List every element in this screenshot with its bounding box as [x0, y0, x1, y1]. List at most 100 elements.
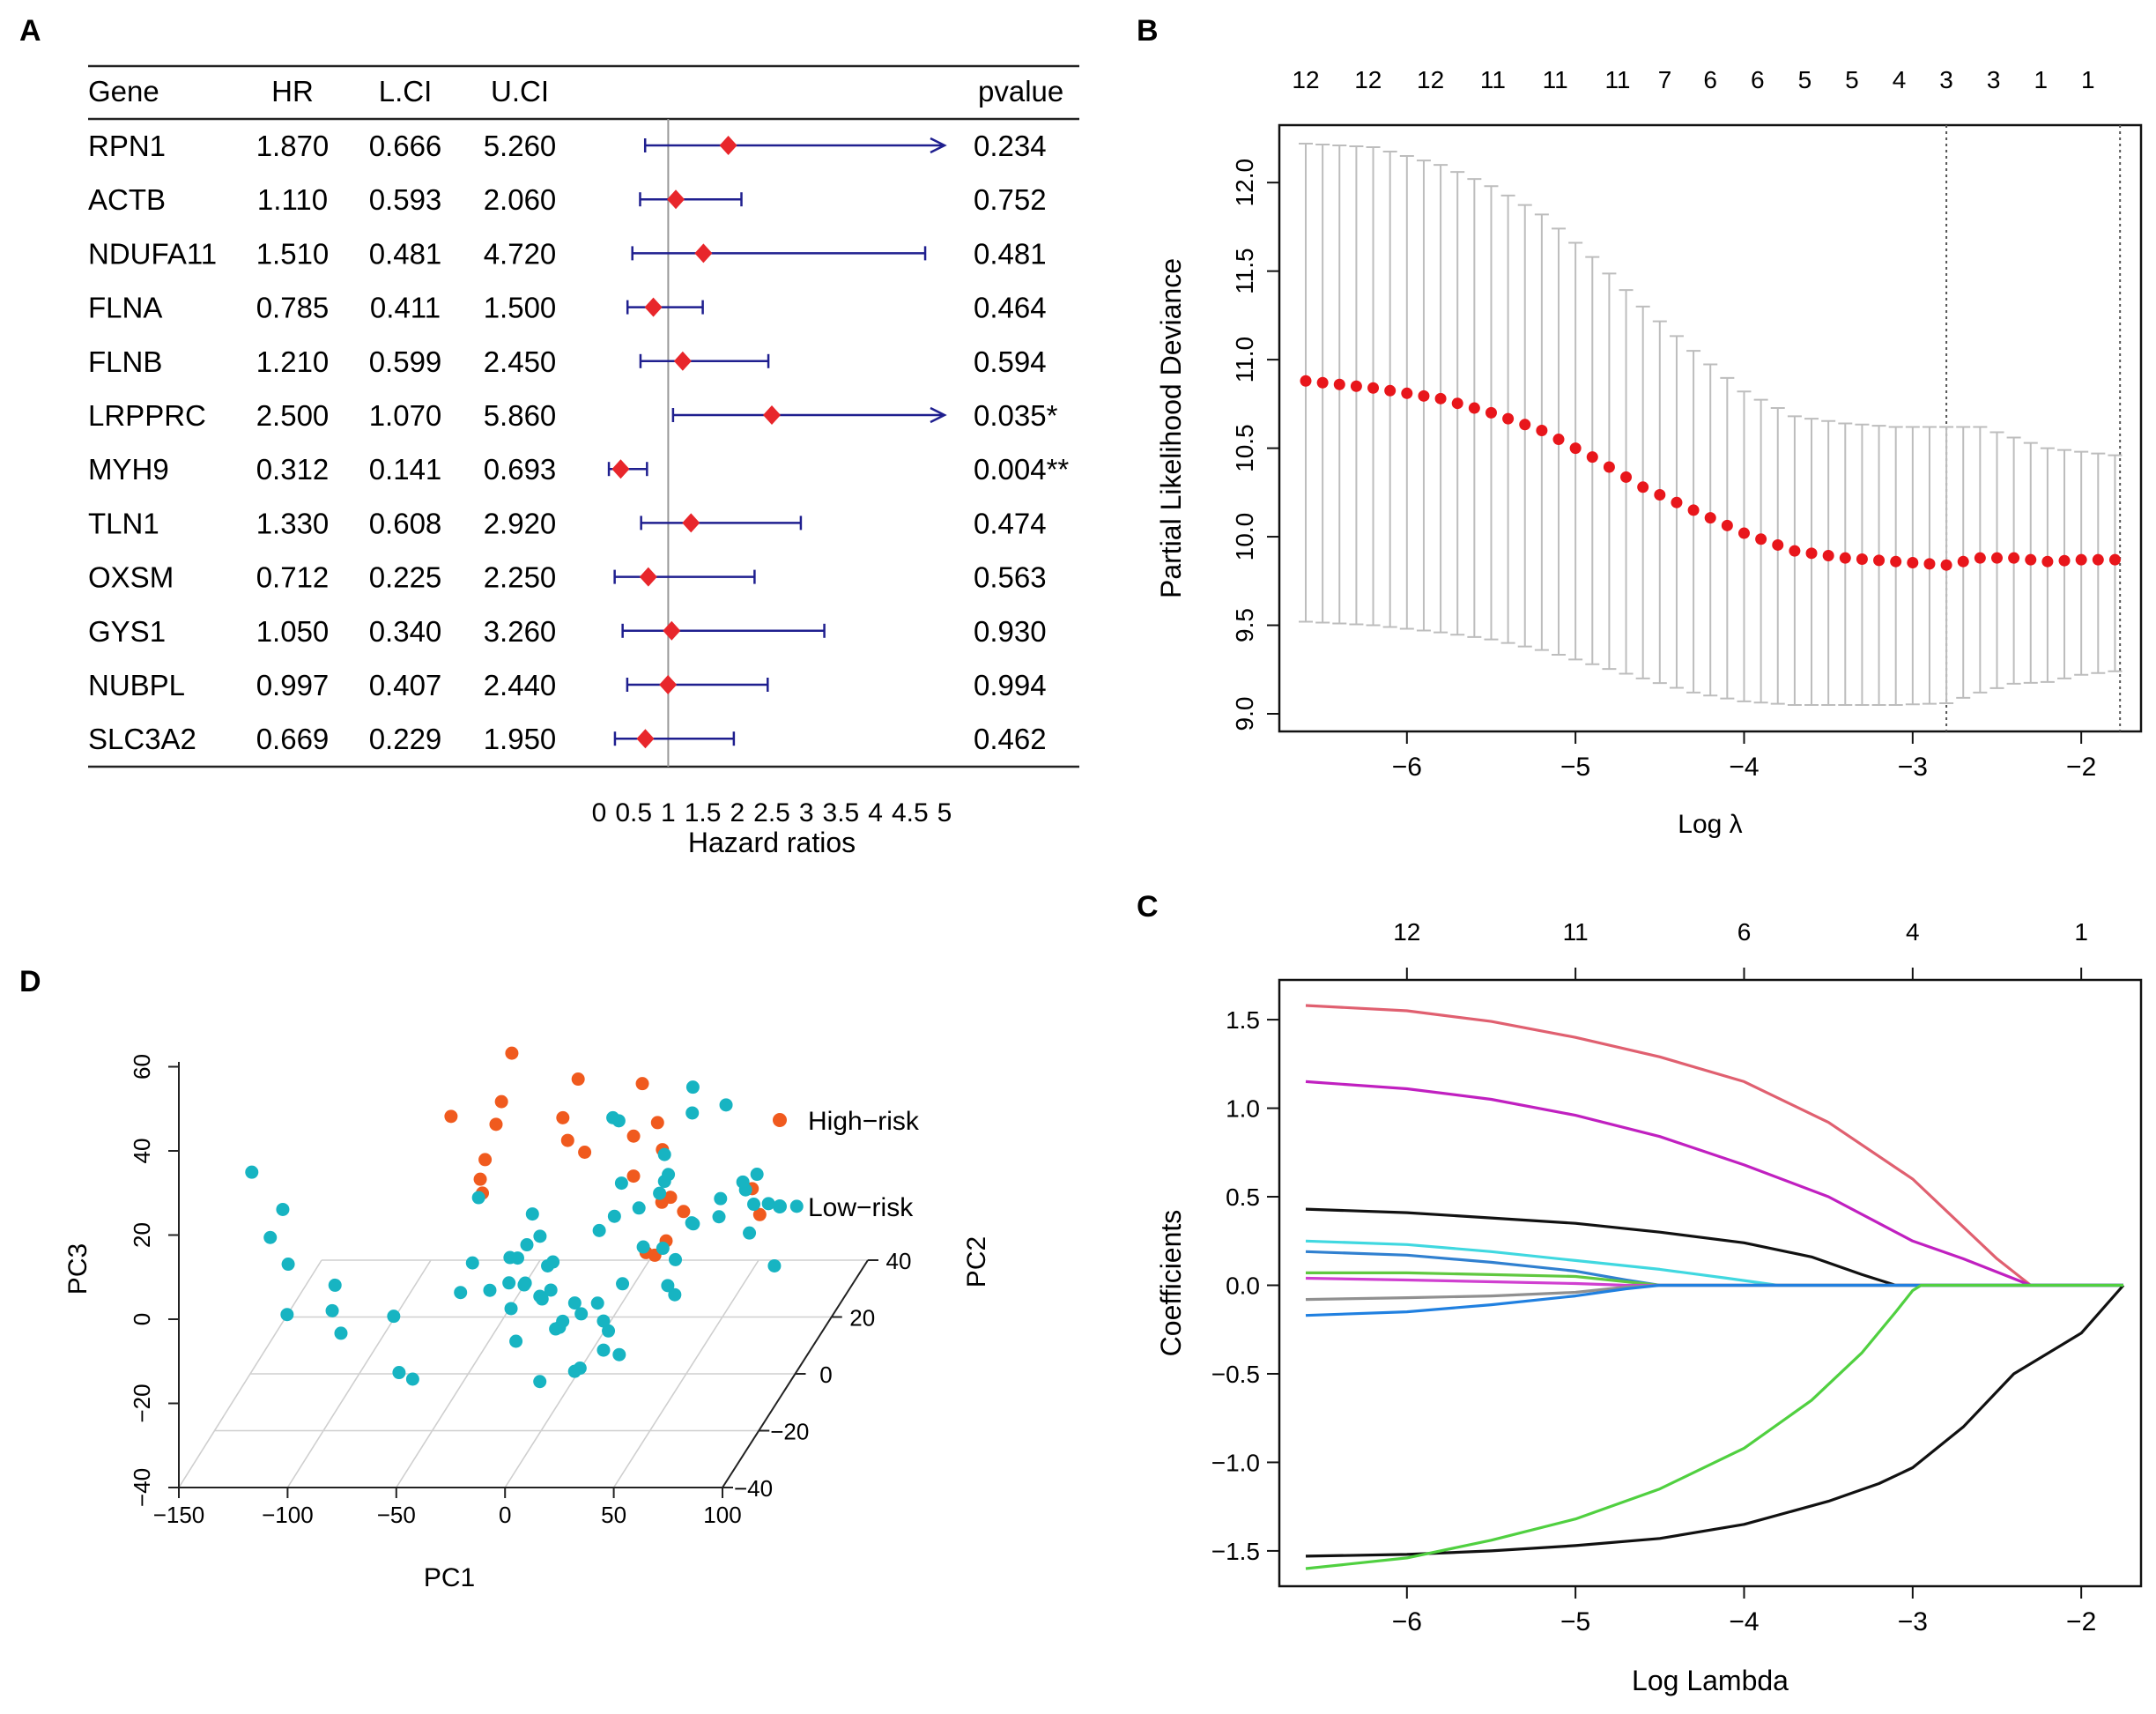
cv-deviance-point — [1569, 442, 1582, 455]
forest-hr-value: 1.330 — [256, 507, 330, 539]
coef-top-tick-label: 12 — [1393, 918, 1420, 946]
cv-top-axis-label: 6 — [1751, 66, 1765, 93]
cv-deviance-point — [2092, 553, 2104, 566]
cv-deviance-point — [1468, 402, 1480, 414]
pca-low-risk-point — [533, 1229, 547, 1243]
pca-low-risk-point — [483, 1283, 497, 1297]
forest-lci-value: 0.599 — [369, 345, 442, 378]
forest-gene-label: GYS1 — [88, 615, 166, 648]
forest-lci-value: 0.666 — [369, 130, 442, 162]
pca-low-risk-point — [616, 1277, 630, 1291]
cv-x-tick-label: −5 — [1560, 753, 1590, 782]
pca-high-risk-point — [626, 1129, 641, 1143]
pca-pc1-axis-label: PC1 — [424, 1563, 475, 1592]
forest-uci-value: 2.060 — [484, 183, 557, 216]
forest-lci-value: 0.593 — [369, 183, 442, 216]
pca-low-risk-point — [573, 1362, 587, 1376]
cv-y-tick-label: 11.0 — [1231, 337, 1258, 382]
pca-pc1-tick-label: −100 — [262, 1502, 314, 1528]
coef-y-tick-label: −1.5 — [1211, 1538, 1260, 1565]
pca-low-risk-point — [525, 1207, 539, 1221]
forest-lci-value: 0.481 — [369, 237, 442, 270]
cv-x-axis-label: Log λ — [1678, 810, 1742, 839]
cv-deviance-point — [1737, 527, 1750, 539]
cv-top-axis-label: 3 — [1987, 66, 2001, 93]
cv-deviance-point — [1485, 406, 1497, 419]
pca-pc3-axis-label: PC3 — [63, 1243, 93, 1295]
cv-y-tick-label: 9.5 — [1231, 608, 1258, 642]
plot-frame — [1278, 978, 2143, 1588]
pca-legend-marker — [773, 1199, 787, 1213]
pca-low-risk-point — [662, 1168, 676, 1182]
forest-hr-marker — [663, 620, 681, 641]
forest-hr-marker — [694, 243, 713, 263]
forest-hr-marker — [639, 567, 657, 587]
pca-low-risk-point — [669, 1252, 683, 1266]
forest-gene-label: RPN1 — [88, 130, 166, 162]
pca-low-risk-point — [653, 1186, 667, 1200]
pca-low-risk-point — [405, 1372, 419, 1386]
forest-x-tick-label: 1 — [661, 798, 676, 827]
pca-pc3-tick-label: 20 — [129, 1222, 155, 1248]
cv-deviance-point — [1822, 549, 1834, 561]
coef-x-tick-label: −6 — [1392, 1607, 1422, 1636]
cv-y-tick-label: 12.0 — [1231, 159, 1258, 207]
cv-deviance-point — [1721, 519, 1733, 531]
pca-low-risk-point — [392, 1366, 406, 1380]
forest-x-tick-label: 2.5 — [753, 798, 790, 827]
cv-y-tick-label: 9.0 — [1231, 697, 1258, 731]
cv-top-axis-label: 11 — [1604, 66, 1630, 93]
cv-deviance-point — [1687, 504, 1700, 516]
forest-gene-label: SLC3A2 — [88, 723, 196, 755]
pca-low-risk-point — [465, 1256, 479, 1270]
pca-low-risk-point — [596, 1343, 611, 1357]
pca-low-risk-point — [454, 1286, 468, 1300]
forest-hr-value: 0.669 — [256, 723, 330, 755]
pca-high-risk-point — [677, 1205, 691, 1219]
forest-pvalue: 0.462 — [974, 723, 1047, 755]
pca-low-risk-point — [556, 1314, 570, 1328]
forest-pvalue: 0.464 — [974, 292, 1047, 324]
pca-pc1-tick-label: 0 — [499, 1502, 511, 1528]
cv-deviance-point — [1451, 397, 1463, 410]
pca-high-risk-point — [478, 1153, 493, 1167]
cv-deviance-point — [1856, 553, 1868, 566]
pca-legend-marker — [773, 1113, 787, 1127]
coef-top-tick-label: 4 — [1906, 918, 1920, 946]
forest-gene-label: FLNA — [88, 292, 162, 324]
cv-deviance-point — [1552, 434, 1565, 446]
coef-y-tick-label: −0.5 — [1211, 1361, 1260, 1388]
cv-deviance-point — [1434, 392, 1447, 404]
cv-deviance-plot: −6 −5 −4 −3 −2 9.0 9.5 10.0 10.5 11.0 11.5 12.0 Part… — [1155, 66, 2143, 839]
forest-lci-value: 0.411 — [370, 292, 441, 324]
forest-hr-value: 0.712 — [256, 561, 330, 594]
pca-low-risk-point — [325, 1303, 339, 1317]
forest-x-tick-label: 3.5 — [823, 798, 860, 827]
cv-top-axis-label: 12 — [1417, 66, 1444, 93]
forest-uci-value: 2.450 — [484, 345, 557, 378]
panel-label-c: C — [1137, 890, 1159, 924]
pca-high-risk-point — [650, 1116, 664, 1130]
coef-y-tick-label: 1.5 — [1226, 1006, 1260, 1034]
pca-low-risk-point — [533, 1375, 547, 1389]
forest-uci-value: 5.860 — [484, 399, 557, 432]
cv-deviance-point — [1316, 376, 1329, 389]
forest-ci-arrow — [930, 137, 947, 154]
forest-lci-value: 0.407 — [369, 669, 442, 701]
coef-top-tick-label: 6 — [1737, 918, 1752, 946]
coef-path-line — [1305, 1207, 2123, 1287]
cv-top-axis-label: 1 — [2081, 66, 2095, 93]
forest-column-header: Gene — [88, 75, 159, 108]
pca-legend-label: High−risk — [808, 1107, 920, 1136]
forest-hr-marker — [763, 405, 781, 425]
forest-x-tick-label: 3 — [799, 798, 814, 827]
pca-low-risk-point — [668, 1287, 682, 1302]
forest-lci-value: 0.225 — [369, 561, 442, 594]
cv-deviance-point — [1755, 533, 1767, 545]
cv-deviance-point — [1333, 378, 1345, 390]
forest-hr-value: 0.997 — [256, 669, 330, 701]
coef-x-tick-label: −4 — [1729, 1607, 1759, 1636]
cv-deviance-point — [2108, 553, 2121, 566]
coef-y-tick-label: 0.0 — [1226, 1273, 1260, 1300]
cv-deviance-point — [1350, 380, 1362, 392]
